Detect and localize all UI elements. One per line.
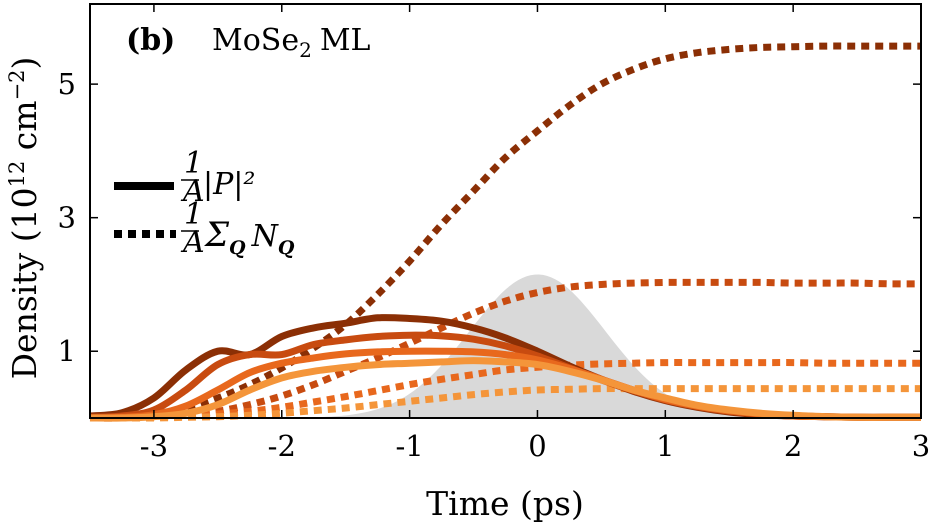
legend-frac-den-2: A — [180, 225, 205, 260]
x-axis-label: Time (ps) — [426, 484, 584, 523]
legend-dotted-label: ΣQ NQ — [203, 215, 295, 259]
y-axis-label-exp: 12 — [5, 161, 29, 188]
y-tick-label: 5 — [58, 67, 76, 101]
x-tick-label: -2 — [268, 429, 296, 463]
legend-sum-symbol: Σ — [203, 215, 230, 255]
dotted-series-line-0 — [89, 42, 921, 422]
legend-frac-den: A — [180, 174, 205, 209]
legend-var: N — [251, 219, 280, 254]
x-tick-label: 3 — [912, 429, 930, 463]
solid-series-line-7 — [89, 357, 921, 422]
plot-area — [89, 42, 922, 422]
y-axis-label-unit-exp: −2 — [5, 69, 29, 100]
legend-dotted-fraction: 1 A — [180, 197, 205, 260]
y-axis-label-unit: cm — [5, 100, 44, 160]
legend-frac-num: 1 — [184, 146, 203, 181]
legend-solid-fraction: 1 A — [180, 146, 205, 209]
legend-sum-subscript: Q — [229, 237, 246, 259]
x-tick-label: -3 — [140, 429, 168, 463]
x-tick-label: -1 — [395, 429, 423, 463]
material-subscript: 2 — [299, 38, 312, 62]
dotted-series-line-1 — [89, 278, 922, 422]
axes-frame — [89, 3, 922, 419]
y-tick-label: 3 — [58, 201, 76, 235]
y-axis-label-main: Density (10 — [5, 187, 44, 379]
tick-layer: -3 -2 -1 0 1 2 3 1 3 5 — [58, 4, 930, 463]
legend-var-subscript: Q — [278, 237, 295, 259]
y-tick-label: 1 — [58, 334, 76, 368]
panel-label: (b) — [126, 23, 175, 58]
legend-solid-label: |P|² — [203, 167, 255, 202]
x-tick-label: 1 — [656, 429, 674, 463]
legend-frac-num-2: 1 — [184, 197, 203, 232]
y-axis-label: Density (1012 cm−2) — [5, 57, 44, 380]
material-suffix: ML — [320, 23, 371, 58]
material-name: MoSe — [212, 23, 299, 58]
x-tick-label: 0 — [528, 429, 546, 463]
material-label: MoSe2 ML — [212, 23, 371, 62]
y-axis-label-close: ) — [5, 57, 44, 70]
series-layer — [89, 42, 922, 422]
legend: 1 A |P|² 1 A ΣQ NQ — [114, 146, 295, 260]
x-tick-label: 2 — [784, 429, 802, 463]
